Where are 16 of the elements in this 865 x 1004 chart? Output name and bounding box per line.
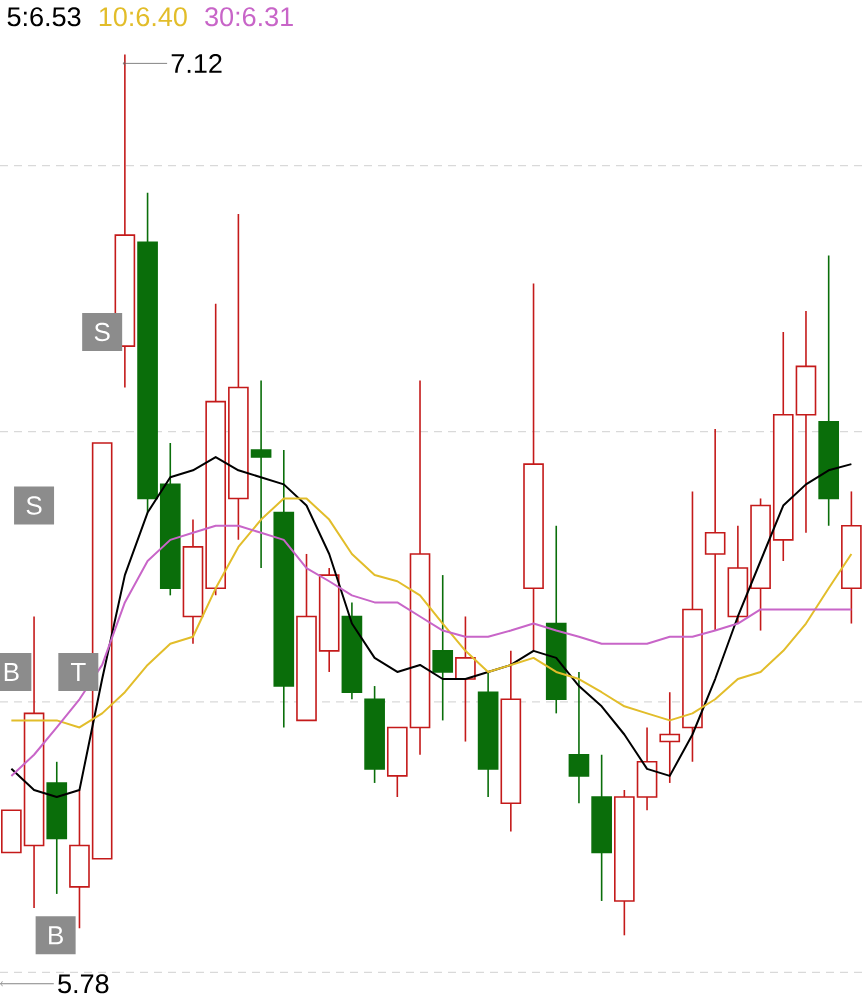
annotation: 7.12 bbox=[171, 53, 222, 73]
annotation: B bbox=[4, 663, 19, 681]
text: 5:6.53 bbox=[7, 7, 81, 27]
candlestick bbox=[659, 691, 681, 784]
annotation: S bbox=[94, 322, 110, 342]
annotation: T bbox=[70, 663, 86, 681]
candlestick bbox=[704, 428, 726, 632]
candlestick bbox=[250, 379, 272, 569]
candlestick bbox=[432, 574, 454, 722]
text: 30:6.31 bbox=[205, 7, 293, 27]
candlestick bbox=[455, 615, 476, 743]
text: 10:6.40 bbox=[99, 7, 187, 27]
candlestick bbox=[568, 671, 590, 804]
text: 5.78 bbox=[58, 974, 109, 994]
annotation: B bbox=[49, 926, 63, 945]
annotation: S bbox=[26, 496, 42, 515]
